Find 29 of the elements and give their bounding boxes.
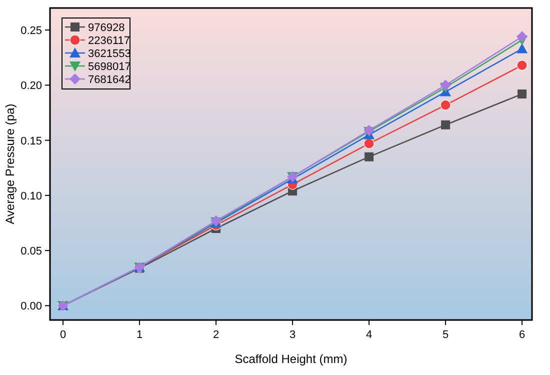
legend-label: 976928 xyxy=(88,22,125,34)
point xyxy=(364,152,374,162)
y-tick-label: 0.15 xyxy=(20,135,42,148)
point xyxy=(364,138,374,149)
y-axis-title: Average Pressure (pa) xyxy=(3,104,17,224)
point xyxy=(516,43,528,54)
point xyxy=(441,120,450,130)
x-tick-label: 3 xyxy=(289,329,296,341)
x-tick-label: 0 xyxy=(60,329,66,341)
point xyxy=(518,89,527,98)
x-tick-label: 1 xyxy=(136,329,143,341)
point xyxy=(516,31,528,42)
x-tick-label: 5 xyxy=(442,329,449,341)
y-tick-label: 0.25 xyxy=(20,25,42,38)
x-axis-title: Scaffold Height (mm) xyxy=(234,352,348,366)
y-tick-label: 0.00 xyxy=(20,300,42,313)
x-tick-label: 6 xyxy=(518,329,526,341)
legend-label: 7681642 xyxy=(88,74,131,86)
point xyxy=(440,80,452,91)
y-tick-label: 0.05 xyxy=(20,246,42,258)
y-tick-label: 0.10 xyxy=(20,190,42,202)
point xyxy=(516,60,528,71)
legend-label: 5698017 xyxy=(88,61,131,73)
legend-label: 2236117 xyxy=(88,35,130,47)
legend-label: 3621553 xyxy=(88,48,131,60)
x-tick-label: 2 xyxy=(212,329,220,341)
point xyxy=(440,100,451,110)
x-tick-label: 4 xyxy=(366,329,372,341)
y-tick-label: 0.20 xyxy=(20,80,42,92)
